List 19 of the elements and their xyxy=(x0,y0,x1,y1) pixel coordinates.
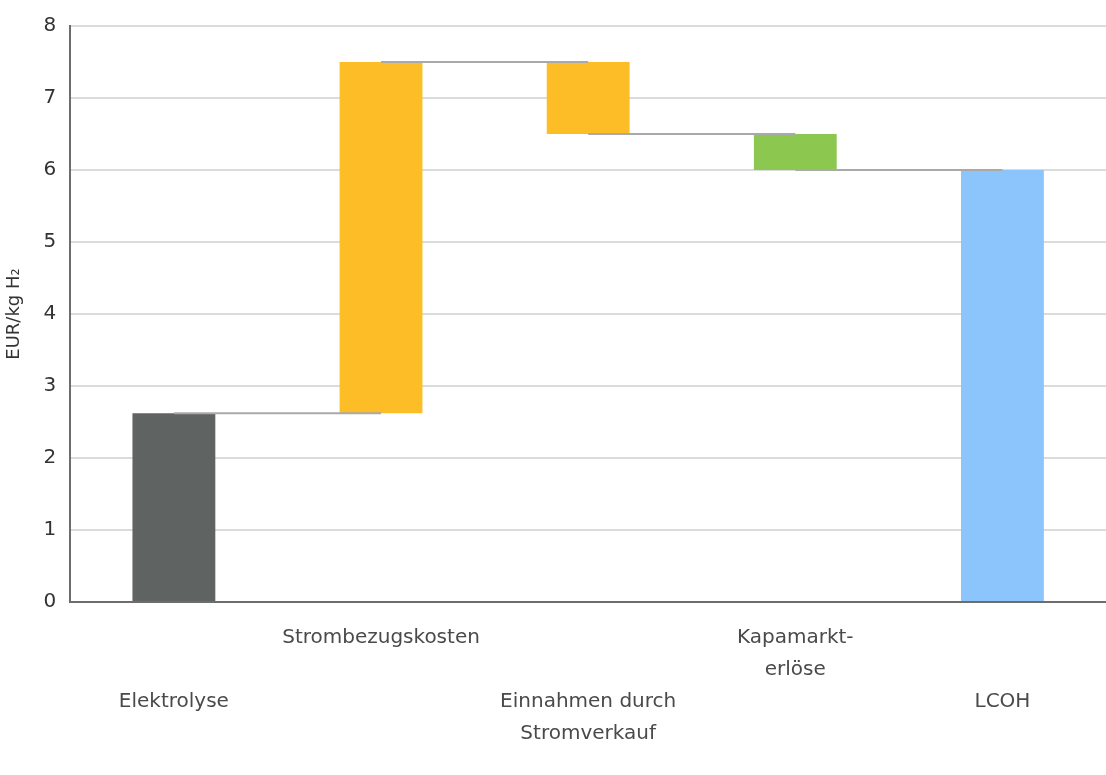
x-tick-label: LCOH xyxy=(974,688,1031,713)
y-axis-title: EUR/kg H₂ xyxy=(2,268,24,360)
bar xyxy=(961,170,1044,601)
y-tick-label: 7 xyxy=(43,84,57,109)
y-tick-label: 3 xyxy=(43,372,57,397)
y-tick-label: 2 xyxy=(43,444,57,469)
x-tick-label: Elektrolyse xyxy=(118,688,229,713)
bar xyxy=(546,62,630,134)
y-tick-label: 8 xyxy=(43,12,57,37)
bar xyxy=(339,62,423,414)
y-tick-label: 4 xyxy=(43,300,57,325)
bar xyxy=(753,134,837,170)
x-tick-label: Strombezugskosten xyxy=(282,624,480,649)
x-tick-label: Einnahmen durch Stromverkauf xyxy=(500,688,677,745)
x-tick-label: Kapamarkt-erlöse xyxy=(737,624,854,681)
y-tick-label: 1 xyxy=(43,516,57,541)
y-tick-label: 5 xyxy=(43,228,57,253)
y-tick-label: 0 xyxy=(43,588,57,613)
y-tick-label: 6 xyxy=(43,156,57,181)
